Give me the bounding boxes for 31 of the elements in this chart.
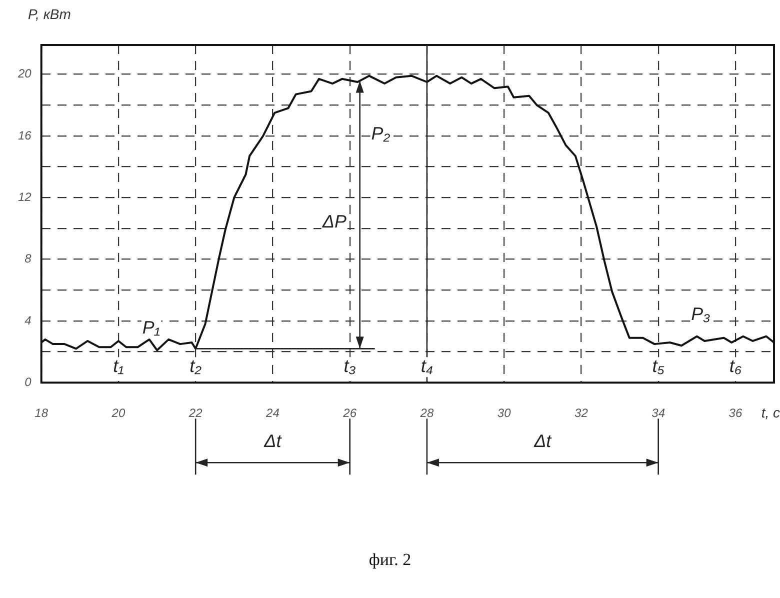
- annotation: P₁: [142, 318, 160, 338]
- y-tick-label: 4: [24, 313, 32, 328]
- x-tick-label: 28: [419, 406, 434, 420]
- y-tick-label: 8: [24, 252, 32, 266]
- x-tick-label: 26: [342, 406, 357, 420]
- annotation: t₂: [190, 356, 202, 376]
- annotation: t₃: [344, 356, 356, 376]
- y-tick-label: 16: [18, 128, 32, 142]
- annotation: t₁: [113, 356, 124, 376]
- annotation: ΔP: [321, 211, 346, 232]
- annotation: t₅: [652, 356, 664, 376]
- annotation: P₃: [691, 304, 710, 324]
- y-tick-label: 0: [24, 374, 32, 389]
- x-tick-label: 34: [652, 406, 666, 420]
- y-axis-title: P, кВт: [28, 6, 72, 22]
- x-tick-label: 18: [34, 406, 48, 420]
- annotation: P₂: [371, 123, 390, 144]
- y-tick-label: 20: [16, 66, 32, 81]
- x-tick-label: 24: [265, 406, 280, 420]
- text: Δt: [534, 430, 552, 452]
- annotation: t₄: [420, 356, 434, 376]
- y-tick-label: 12: [18, 190, 32, 204]
- x-tick-label: 36: [728, 406, 742, 420]
- x-axis-title: t, c: [761, 404, 780, 420]
- x-tick-label: 30: [497, 406, 512, 420]
- text: фиг. 2: [368, 550, 412, 570]
- x-tick-label: 22: [188, 406, 203, 420]
- annotation: t₆: [729, 356, 742, 376]
- x-tick-label: 20: [110, 406, 126, 420]
- text: Δt: [264, 430, 282, 452]
- x-tick-label: 32: [574, 406, 588, 420]
